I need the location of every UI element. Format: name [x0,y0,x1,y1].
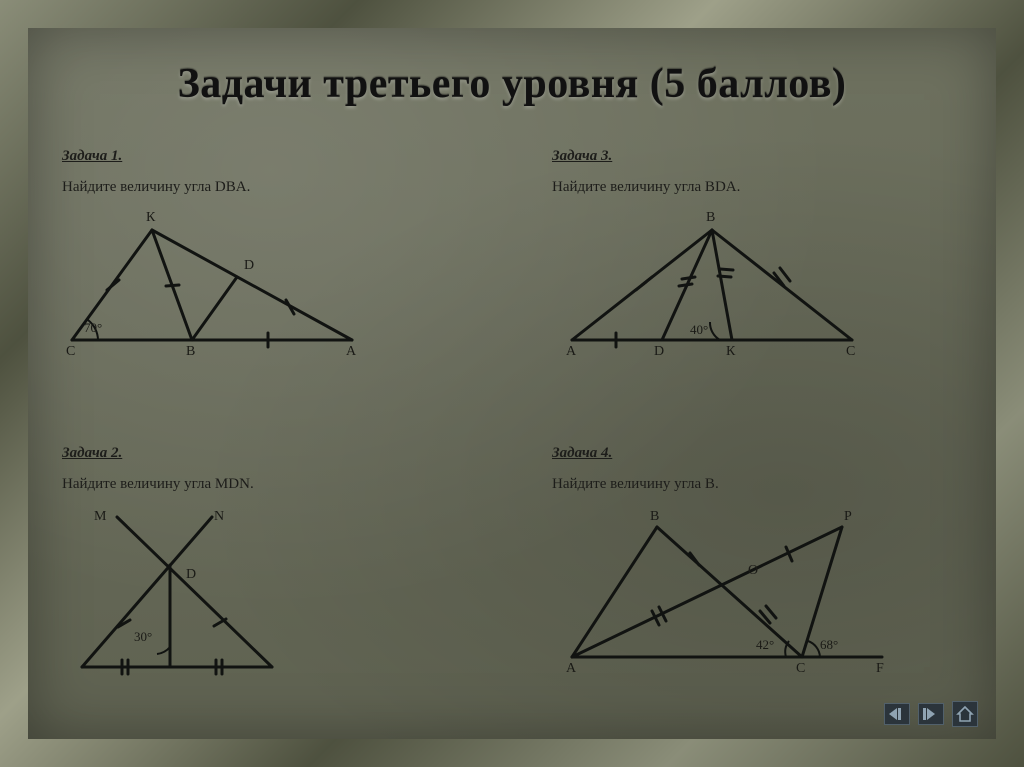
problem-1-prompt: Найдите величину угла DBA. [62,179,472,196]
problem-4: Задача 4. Найдите величину угла B. [552,445,962,712]
problem-4-diagram: B P O A C F 42° 68° [552,507,962,677]
problem-1-head: Задача 1. [62,148,472,165]
problems-grid: Задача 1. Найдите величину угла DBA. [62,148,962,711]
label-C4: C [796,661,805,677]
label-K3: К [726,344,735,360]
label-D3: D [654,344,664,360]
label-B3: B [706,210,715,226]
label-A: A [346,344,356,360]
label-A3: A [566,344,576,360]
label-B: B [186,344,195,360]
label-N: N [214,509,224,525]
prev-icon [889,708,905,720]
problem-4-head: Задача 4. [552,445,962,462]
nav-next-button[interactable] [918,703,944,725]
label-A4: A [566,661,576,677]
next-icon [923,708,939,720]
label-M: M [94,509,106,525]
problem-3-head: Задача 3. [552,148,962,165]
nav-controls [884,701,978,727]
angle-30: 30° [134,629,152,645]
angle-40: 40° [690,322,708,338]
page-title: Задачи третьего уровня (5 баллов) [0,60,1024,108]
problem-3-prompt: Найдите величину угла BDA. [552,179,962,196]
home-icon [956,705,974,723]
problem-2-head: Задача 2. [62,445,472,462]
problem-2: Задача 2. Найдите величину угла MDN. [62,445,472,712]
label-K: К [146,210,155,226]
problem-3-diagram: B A D К C 40° [552,210,962,380]
angle-70: 70° [84,320,102,336]
problem-2-prompt: Найдите величину угла MDN. [62,476,472,493]
label-D2: D [186,567,196,583]
label-D: D [244,258,254,274]
label-P: P [844,509,852,525]
angle-42: 42° [756,637,774,653]
problem-2-diagram: M N D 30° [62,507,472,677]
problem-4-prompt: Найдите величину угла B. [552,476,962,493]
nav-home-button[interactable] [952,701,978,727]
angle-68: 68° [820,637,838,653]
label-C: C [66,344,75,360]
label-F: F [876,661,884,677]
label-O: O [748,563,758,579]
problem-1-diagram: К D C B A 70° [62,210,472,380]
nav-prev-button[interactable] [884,703,910,725]
label-B4: B [650,509,659,525]
problem-1: Задача 1. Найдите величину угла DBA. [62,148,472,415]
problem-3: Задача 3. Найдите величину угла BDA. [552,148,962,415]
label-C3: C [846,344,855,360]
